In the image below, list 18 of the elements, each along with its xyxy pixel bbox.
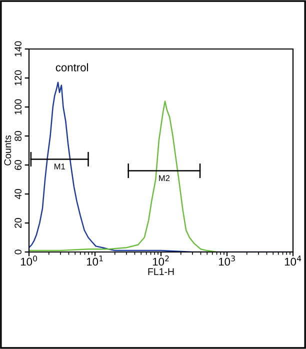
y-tick-label: 120 [14, 70, 22, 86]
series-label: M2 [159, 175, 170, 182]
x-tick-label: 10$^{0}$ [20, 255, 38, 266]
x-tick-label: 10$^{4}$ [284, 256, 302, 266]
series-label: M1 [54, 164, 65, 170]
y-axis-title: Counts [4, 135, 12, 166]
y-tick-label: 20 [14, 218, 22, 228]
y-tick-label: 80 [14, 130, 22, 141]
x-tick-label: 10$^{1}$ [86, 256, 103, 266]
y-tick-label: 40 [14, 188, 22, 200]
y-tick-label: 0 [14, 250, 22, 254]
x-tick-label: 10$^{2}$ [152, 255, 169, 266]
y-tick-label: 60 [14, 160, 22, 170]
x-tick-label: 10$^{3}$ [218, 255, 235, 266]
y-tick-label: 140 [14, 41, 22, 56]
y-tick-label: 100 [14, 99, 22, 114]
x-axis-title: FL1-H [148, 268, 174, 275]
annotation: control [56, 63, 88, 72]
